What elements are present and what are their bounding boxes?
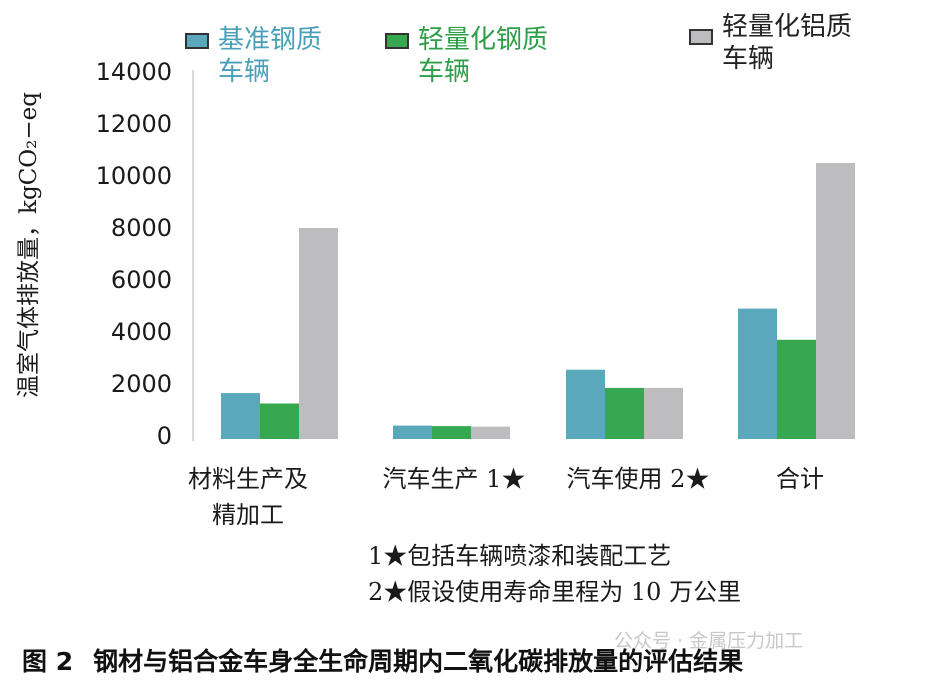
- bar-1-1: [221, 393, 260, 439]
- y-tick-label: 4000: [111, 318, 172, 346]
- legend-label: 基准钢质: [218, 25, 322, 55]
- category-label: 合计: [776, 465, 824, 493]
- bar-1-3: [566, 369, 605, 439]
- y-tick-label: 2000: [111, 370, 172, 398]
- y-tick-label: 0: [157, 422, 172, 450]
- legend-swatch: [689, 29, 713, 45]
- watermark: 公众号 · 金属压力加工: [614, 630, 804, 652]
- legend-label: 车辆: [418, 57, 470, 87]
- figure-caption: 图 2 钢材与铝合金车身全生命周期内二氧化碳排放量的评估结果: [22, 642, 743, 678]
- legend-label: 轻量化铝质: [722, 12, 852, 42]
- bar-3-1: [299, 228, 338, 439]
- y-tick-label: 6000: [111, 266, 172, 294]
- legend-label: 轻量化钢质: [418, 25, 548, 55]
- caption-number: 图 2: [22, 647, 74, 676]
- y-axis-label: 温室气体排放量，kgCO₂−eq: [16, 92, 42, 398]
- bar-1-4: [738, 308, 777, 439]
- y-axis-ticks: 14000 12000 10000 8000 6000 4000 2000 0: [96, 58, 172, 450]
- footnote-1: 1★包括车辆喷漆和装配工艺: [368, 542, 672, 570]
- bar-2-1: [260, 403, 299, 439]
- bar-3-4: [816, 163, 855, 439]
- bars: [221, 163, 855, 439]
- category-label: 汽车使用 2★: [567, 465, 710, 493]
- legend-swatch: [185, 33, 209, 49]
- bar-2-4: [777, 339, 816, 439]
- y-tick-label: 14000: [96, 58, 172, 86]
- legend-label: 车辆: [722, 44, 774, 74]
- bar-3-3: [644, 387, 683, 439]
- bar-2-3: [605, 387, 644, 439]
- bar-3-2: [471, 426, 510, 439]
- category-label: 精加工: [212, 501, 284, 529]
- caption-text: 钢材与铝合金车身全生命周期内二氧化碳排放量的评估结果: [93, 647, 744, 676]
- y-tick-label: 8000: [111, 214, 172, 242]
- y-tick-label: 12000: [96, 110, 172, 138]
- footnote-2: 2★假设使用寿命里程为 10 万公里: [368, 578, 742, 606]
- category-label: 汽车生产 1★: [383, 465, 526, 493]
- legend-label: 车辆: [218, 57, 270, 87]
- bar-2-2: [432, 426, 471, 439]
- category-label: 材料生产及: [188, 465, 308, 493]
- bar-1-2: [393, 425, 432, 439]
- y-tick-label: 10000: [96, 162, 172, 190]
- legend-swatch: [385, 33, 409, 49]
